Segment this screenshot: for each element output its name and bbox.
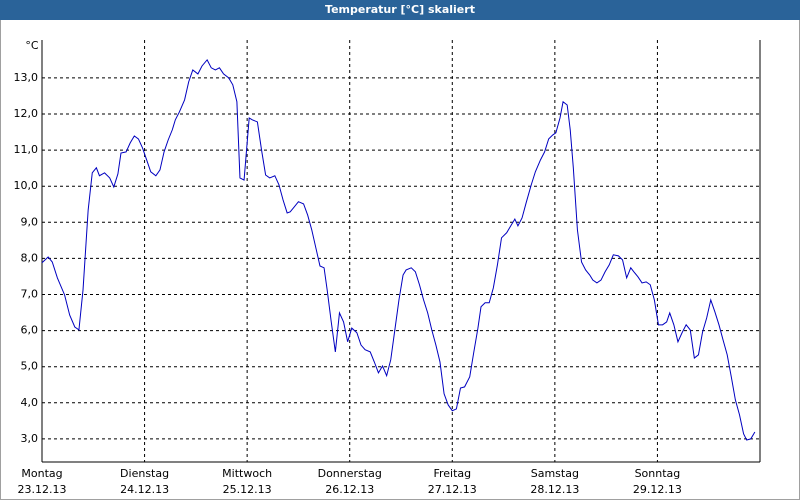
y-tick-label: 3,0 [21, 432, 39, 445]
x-tick-label: Montag [21, 467, 62, 480]
x-tick-date: 25.12.13 [223, 483, 272, 496]
y-axis-label: °C [25, 39, 39, 52]
line-series [41, 58, 756, 441]
x-tick-date: 27.12.13 [428, 483, 477, 496]
y-tick-label: 13,0 [14, 71, 39, 84]
x-tick-date: 23.12.13 [18, 483, 67, 496]
x-tick-label: Freitag [433, 467, 471, 480]
x-tick-date: 29.12.13 [633, 483, 682, 496]
x-tick-label: Dienstag [120, 467, 169, 480]
chart-title: Temperatur [°C] skaliert [325, 3, 475, 16]
y-tick-label: 11,0 [14, 143, 39, 156]
x-tick-date: 24.12.13 [120, 483, 169, 496]
x-tick-date: 26.12.13 [325, 483, 374, 496]
y-tick-label: 9,0 [21, 215, 39, 228]
y-tick-label: 10,0 [14, 179, 39, 192]
y-tick-label: 6,0 [21, 324, 39, 337]
y-tick-label: 7,0 [21, 287, 39, 300]
x-tick-label: Donnerstag [318, 467, 382, 480]
x-tick-label: Mittwoch [222, 467, 272, 480]
x-tick-label: Samstag [531, 467, 579, 480]
title-bar [0, 0, 800, 20]
y-tick-label: 4,0 [21, 396, 39, 409]
y-tick-label: 12,0 [14, 107, 39, 120]
y-tick-label: 5,0 [21, 360, 39, 373]
y-tick-label: 8,0 [21, 251, 39, 264]
x-tick-date: 28.12.13 [530, 483, 579, 496]
x-tick-label: Sonntag [635, 467, 681, 480]
